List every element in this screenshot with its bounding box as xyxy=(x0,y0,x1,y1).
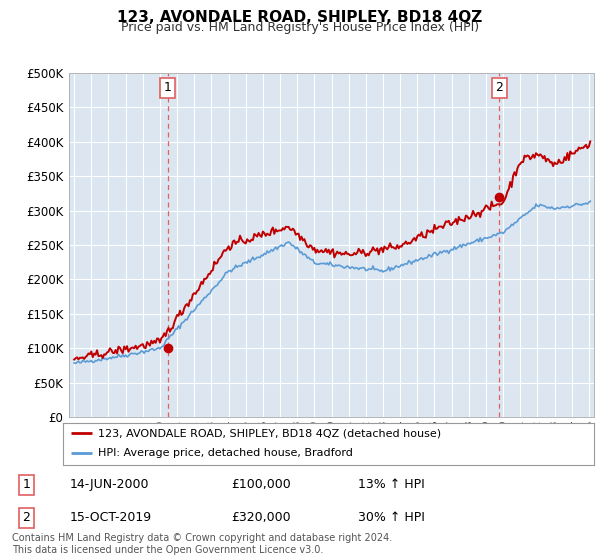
Text: 13% ↑ HPI: 13% ↑ HPI xyxy=(358,478,424,492)
Text: 123, AVONDALE ROAD, SHIPLEY, BD18 4QZ: 123, AVONDALE ROAD, SHIPLEY, BD18 4QZ xyxy=(118,10,482,25)
Text: 30% ↑ HPI: 30% ↑ HPI xyxy=(358,511,424,524)
Text: £100,000: £100,000 xyxy=(231,478,290,492)
Text: 14-JUN-2000: 14-JUN-2000 xyxy=(70,478,149,492)
Text: 1: 1 xyxy=(22,478,31,492)
Text: £320,000: £320,000 xyxy=(231,511,290,524)
Text: Contains HM Land Registry data © Crown copyright and database right 2024.
This d: Contains HM Land Registry data © Crown c… xyxy=(12,533,392,555)
Text: 2: 2 xyxy=(496,81,503,95)
Text: 2: 2 xyxy=(22,511,31,524)
Text: 123, AVONDALE ROAD, SHIPLEY, BD18 4QZ (detached house): 123, AVONDALE ROAD, SHIPLEY, BD18 4QZ (d… xyxy=(98,428,440,438)
Text: 1: 1 xyxy=(164,81,172,95)
Text: HPI: Average price, detached house, Bradford: HPI: Average price, detached house, Brad… xyxy=(98,448,352,458)
Text: 15-OCT-2019: 15-OCT-2019 xyxy=(70,511,152,524)
Text: Price paid vs. HM Land Registry's House Price Index (HPI): Price paid vs. HM Land Registry's House … xyxy=(121,21,479,34)
